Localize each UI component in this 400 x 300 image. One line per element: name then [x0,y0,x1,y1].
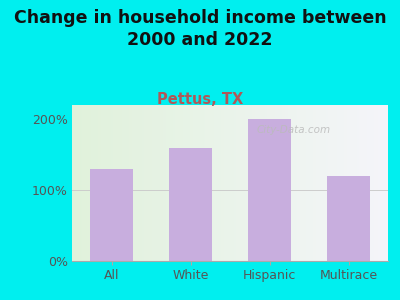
Text: Change in household income between
2000 and 2022: Change in household income between 2000 … [14,9,386,49]
Bar [169,148,212,261]
Bar [248,119,291,261]
Text: City-Data.com: City-Data.com [256,125,330,135]
Text: Pettus, TX: Pettus, TX [157,92,243,106]
Bar [327,176,370,261]
Bar [90,169,133,261]
